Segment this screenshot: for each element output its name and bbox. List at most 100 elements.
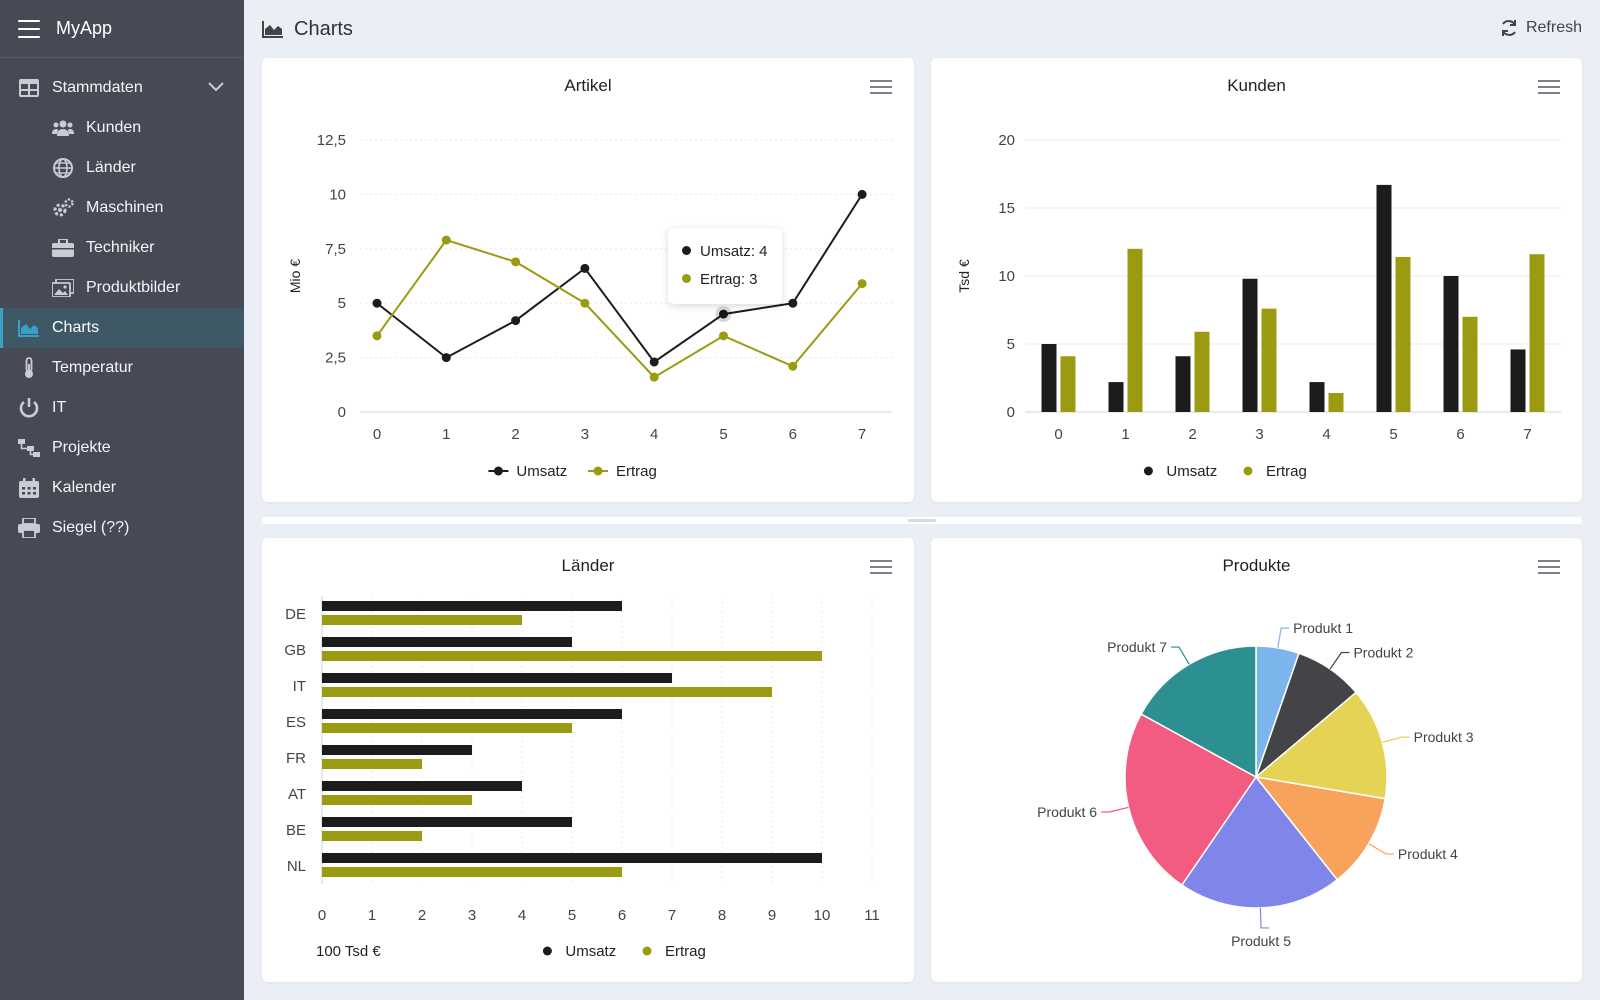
data-point [580, 263, 590, 273]
sidebar-item-kunden[interactable]: Kunden [0, 108, 244, 148]
y-tick-label: 20 [998, 132, 1015, 149]
sidebar-item-kalender[interactable]: Kalender [0, 468, 244, 508]
tooltip-ertrag-text: Ertrag: 3 [700, 271, 758, 288]
y-tick-label: 15 [998, 200, 1015, 217]
y-tick-label: ES [286, 714, 306, 731]
data-point [441, 235, 451, 245]
sidebar-item-it[interactable]: IT [0, 388, 244, 428]
bar-umsatz [1376, 184, 1392, 412]
pie-connector [1329, 651, 1350, 670]
sidebar-item-siegel[interactable]: Siegel (??) [0, 508, 244, 548]
bar-ertrag [1194, 331, 1210, 412]
header: Charts Refresh [244, 0, 1600, 58]
sitemap-icon [18, 437, 40, 459]
x-tick-label: 10 [814, 907, 831, 924]
pie-connector [1382, 736, 1410, 743]
sidebar-item-label: Charts [52, 319, 100, 336]
sidebar-item-temperatur[interactable]: Temperatur [0, 348, 244, 388]
y-tick-label: 12,5 [317, 132, 346, 149]
bar-umsatz [322, 853, 822, 863]
chart-menu-icon[interactable] [1538, 80, 1560, 94]
legend-label: Ertrag [665, 943, 706, 960]
chart-tooltip: Umsatz: 4 Ertrag: 3 [668, 228, 782, 304]
legend-marker [642, 946, 652, 956]
y-tick-label: 10 [998, 268, 1015, 285]
pie-label: Produkt 1 [1293, 620, 1353, 636]
pie-slice [1140, 645, 1257, 779]
sidebar-item-maschinen[interactable]: Maschinen [0, 188, 244, 228]
bar-ertrag [1127, 248, 1143, 412]
grip-icon [908, 519, 936, 522]
chart-menu-icon[interactable] [870, 80, 892, 94]
legend-marker [593, 466, 603, 476]
x-tick-label: 3 [1255, 426, 1263, 443]
bar-umsatz [1242, 278, 1258, 412]
x-tick-label: 3 [468, 907, 476, 924]
x-tick-label: 8 [718, 907, 726, 924]
bar-ertrag [322, 687, 772, 697]
page-title-text: Charts [294, 17, 353, 40]
sidebar-item-techniker[interactable]: Techniker [0, 228, 244, 268]
y-tick-label: 5 [338, 295, 346, 312]
table-icon [18, 77, 40, 99]
chevron-down-icon[interactable] [208, 79, 224, 97]
legend-label: Umsatz [516, 463, 567, 480]
data-point [372, 298, 382, 308]
refresh-label: Refresh [1525, 19, 1582, 36]
bar-ertrag [322, 651, 822, 661]
sidebar-item-projekte[interactable]: Projekte [0, 428, 244, 468]
bar-ertrag [1328, 392, 1344, 412]
bar-ertrag [1395, 256, 1411, 412]
legend-marker [493, 466, 503, 476]
bar-umsatz [1108, 382, 1124, 412]
y-tick-label: NL [287, 858, 306, 875]
x-tick-label: 2 [1188, 426, 1196, 443]
x-tick-label: 6 [618, 907, 626, 924]
sidebar-item-label: Projekte [52, 439, 111, 456]
bar-ertrag [322, 795, 472, 805]
refresh-button[interactable]: Refresh [1500, 19, 1582, 37]
legend-label: Umsatz [1166, 463, 1217, 480]
sidebar-item-stammdaten[interactable]: Stammdaten [0, 68, 244, 108]
y-tick-label: 2,5 [325, 350, 346, 367]
chart-menu-icon[interactable] [1538, 560, 1560, 574]
page-title: Charts [262, 18, 353, 41]
chart-menu-icon[interactable] [870, 560, 892, 574]
tooltip-ertrag: Ertrag: 3 [682, 266, 768, 294]
x-tick-label: 1 [368, 907, 376, 924]
x-tick-label: 0 [1054, 426, 1062, 443]
bar-umsatz [322, 781, 522, 791]
x-tick-label: 0 [318, 907, 326, 924]
data-point [857, 279, 867, 289]
x-tick-label: 9 [768, 907, 776, 924]
y-tick-label: 0 [338, 404, 346, 421]
data-point [788, 361, 798, 371]
sidebar-nav: Stammdaten Kunden Länder Maschinen Techn… [0, 58, 244, 548]
image-icon [52, 277, 74, 299]
chart-title: Artikel [564, 76, 612, 95]
hamburger-menu-icon[interactable] [18, 19, 40, 38]
x-tick-label: 5 [1389, 426, 1397, 443]
bar-ertrag [1261, 308, 1277, 412]
sidebar-item-laender[interactable]: Länder [0, 148, 244, 188]
x-tick-label: 4 [518, 907, 526, 924]
data-point [511, 316, 521, 326]
sidebar-item-produktbilder[interactable]: Produktbilder [0, 268, 244, 308]
kunden-chart: 0 5 10 15 20 Tsd € 0 1 2 3 4 5 6 7 Umsatz Ertrag [956, 132, 1561, 480]
pie-slice [1254, 691, 1388, 800]
refresh-icon [1500, 19, 1518, 37]
bar-ertrag [1529, 254, 1545, 412]
chart-card-laender: 0 1 2 3 4 5 6 7 8 9 10 11 DE GB IT ES FR AT BE NL 100 Tsd € U… [262, 538, 914, 982]
bar-ertrag [322, 831, 422, 841]
sidebar-item-charts[interactable]: Charts [0, 308, 244, 348]
pie-label: Produkt 4 [1398, 846, 1458, 862]
cogs-icon [52, 197, 74, 219]
y-tick-label: BE [286, 822, 306, 839]
bar-ertrag [322, 723, 572, 733]
chart-title: Kunden [1227, 76, 1286, 95]
x-tick-label: 7 [858, 426, 866, 443]
sidebar-item-label: Stammdaten [52, 79, 143, 96]
pie-label: Produkt 6 [1037, 804, 1097, 820]
panel-resize-handle[interactable] [262, 517, 1582, 524]
legend-label: Ertrag [616, 463, 657, 480]
